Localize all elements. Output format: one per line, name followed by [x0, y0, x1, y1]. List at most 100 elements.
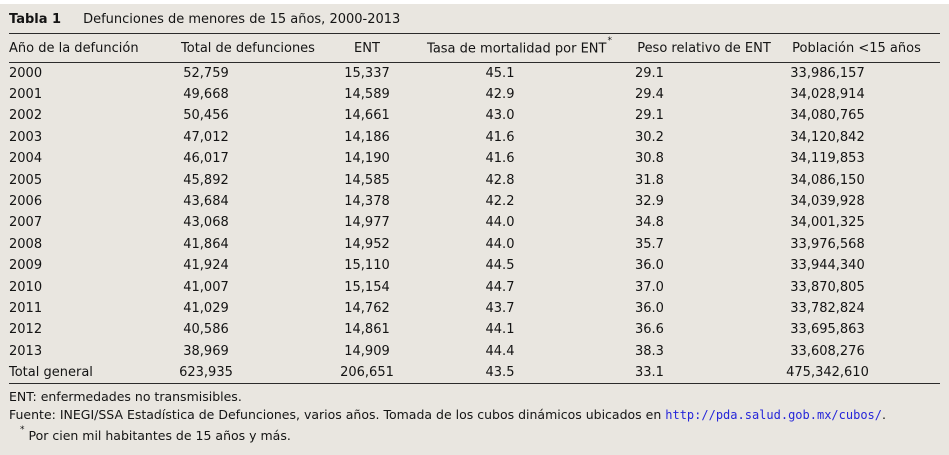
value-cell: 41.6 [485, 151, 515, 167]
value-cell: 44.5 [485, 258, 515, 274]
value-cell: 44.1 [485, 322, 515, 338]
value-cell: 41,007 [183, 279, 229, 295]
value-cell: 15,154 [344, 279, 390, 295]
value-cell: 41,029 [183, 300, 229, 316]
value-cell: 36.0 [635, 258, 664, 274]
row-label-cell: 2009 [9, 258, 43, 274]
table-row: 2008 41,864 14,952 44.0 35.7 33,976,568 [9, 234, 940, 255]
value-cell: 14,909 [344, 343, 390, 359]
value-cell: 15,110 [344, 258, 390, 274]
footnote-asterisk-text: Por cien mil habitantes de 15 años y más… [28, 428, 291, 444]
value-cell: 43.7 [485, 300, 515, 316]
column-header-total-deaths: Total de defunciones [165, 33, 331, 63]
value-cell: 33,695,863 [790, 322, 865, 338]
data-table: Año de la defunción Total de defunciones… [9, 33, 940, 384]
table-row: 2007 43,068 14,977 44.0 34.8 34,001,325 [9, 212, 940, 233]
asterisk-superscript: * [607, 35, 612, 46]
value-cell: 14,661 [344, 108, 390, 124]
source-url-link[interactable]: http://pda.salud.gob.mx/cubos/ [665, 407, 882, 422]
value-cell: 34.8 [635, 215, 664, 231]
value-cell: 38,969 [183, 343, 229, 359]
table-body: 2000 52,759 15,337 45.1 29.1 33,986,157 2001 49… [9, 63, 940, 384]
table-row: 2005 45,892 14,585 42.8 31.8 34,086,150 [9, 169, 940, 190]
value-cell: 35.7 [635, 236, 664, 252]
footnote-asterisk: * Por cien mil habitantes de 15 años y má… [9, 424, 940, 445]
value-cell: 34,039,928 [790, 194, 865, 210]
row-label-cell: 2003 [9, 129, 43, 145]
table-row: 2012 40,586 14,861 44.1 36.6 33,695,863 [9, 319, 940, 340]
column-header-relative-weight: Peso relativo de ENT [635, 33, 773, 63]
table-title: Defunciones de menores de 15 años, 2000-… [83, 12, 401, 27]
value-cell: 50,456 [183, 108, 229, 124]
value-cell: 41,924 [183, 258, 229, 274]
value-cell: 14,190 [344, 151, 390, 167]
table-row: 2009 41,924 15,110 44.5 36.0 33,944,340 [9, 255, 940, 276]
table-row: 2001 49,668 14,589 42.9 29.4 34,028,914 [9, 84, 940, 105]
value-cell: 14,977 [344, 215, 390, 231]
value-cell: 30.8 [635, 151, 664, 167]
value-cell: 42.8 [485, 172, 515, 188]
table-row: 2000 52,759 15,337 45.1 29.1 33,986,157 [9, 63, 940, 84]
value-cell: 29.1 [635, 65, 664, 81]
value-cell: 49,668 [183, 87, 229, 103]
value-cell: 44.7 [485, 279, 515, 295]
value-cell: 44.0 [485, 236, 515, 252]
value-cell: 33,976,568 [790, 236, 865, 252]
value-cell: 34,086,150 [790, 172, 865, 188]
row-label-cell: 2008 [9, 236, 43, 252]
value-cell: 43.5 [403, 361, 635, 384]
value-cell: 623,935 [165, 361, 331, 384]
row-label-cell: 2002 [9, 108, 43, 124]
value-cell: 33,986,157 [790, 65, 865, 81]
value-cell: 37.0 [635, 279, 664, 295]
footnote-source-period: . [882, 406, 886, 422]
value-cell: 46,017 [183, 151, 229, 167]
row-label-cell: 2000 [9, 65, 43, 81]
column-header-population: Población <15 años [773, 33, 940, 63]
value-cell: 14,378 [344, 194, 390, 210]
value-cell: 33,782,824 [790, 300, 865, 316]
asterisk-mark: * [20, 424, 25, 435]
value-cell: 41,864 [183, 236, 229, 252]
value-cell: 38.3 [635, 343, 664, 359]
footnote-source-text: Fuente: INEGI/SSA Estadística de Defunci… [9, 406, 666, 422]
row-label-cell: 2011 [9, 300, 43, 316]
value-cell: 36.6 [635, 322, 664, 338]
value-cell: 15,337 [344, 65, 390, 81]
value-cell: 34,001,325 [790, 215, 865, 231]
value-cell: 41.6 [485, 129, 515, 145]
row-label-cell: 2010 [9, 279, 43, 295]
value-cell: 14,589 [344, 87, 390, 103]
column-header-mortality-rate-label: Tasa de mortalidad por ENT [427, 41, 607, 57]
value-cell: 52,759 [183, 65, 229, 81]
value-cell: 40,586 [183, 322, 229, 338]
column-header-ent: ENT [331, 33, 403, 63]
column-header-mortality-rate: Tasa de mortalidad por ENT* [403, 33, 635, 63]
value-cell: 44.0 [485, 215, 515, 231]
table-row: 2013 38,969 14,909 44.4 38.3 33,608,276 [9, 341, 940, 362]
value-cell: 31.8 [635, 172, 664, 188]
value-cell: 32.9 [635, 194, 664, 210]
footnotes: ENT: enfermedades no transmisibles. Fuen… [9, 384, 940, 445]
value-cell: 14,585 [344, 172, 390, 188]
footnote-source: Fuente: INEGI/SSA Estadística de Defunci… [9, 406, 940, 424]
table-row: 2010 41,007 15,154 44.7 37.0 33,870,805 [9, 276, 940, 297]
row-label-cell: Total general [9, 361, 165, 384]
value-cell: 29.4 [635, 87, 664, 103]
value-cell: 475,342,610 [773, 361, 940, 384]
footnote-ent: ENT: enfermedades no transmisibles. [9, 388, 242, 404]
value-cell: 206,651 [331, 361, 403, 384]
row-label-cell: 2005 [9, 172, 43, 188]
row-label-cell: 2007 [9, 215, 43, 231]
value-cell: 34,080,765 [790, 108, 865, 124]
value-cell: 43,068 [183, 215, 229, 231]
value-cell: 33.1 [635, 361, 773, 384]
value-cell: 14,952 [344, 236, 390, 252]
row-label-cell: 2004 [9, 151, 43, 167]
table-caption: Tabla 1 Defunciones de menores de 15 año… [9, 4, 940, 33]
column-header-year: Año de la defunción [9, 33, 165, 63]
value-cell: 14,762 [344, 300, 390, 316]
table-row: 2003 47,012 14,186 41.6 30.2 34,120,842 [9, 127, 940, 148]
value-cell: 45.1 [485, 65, 515, 81]
total-row: Total general 623,935 206,651 43.5 33.1 475,3… [9, 361, 940, 384]
